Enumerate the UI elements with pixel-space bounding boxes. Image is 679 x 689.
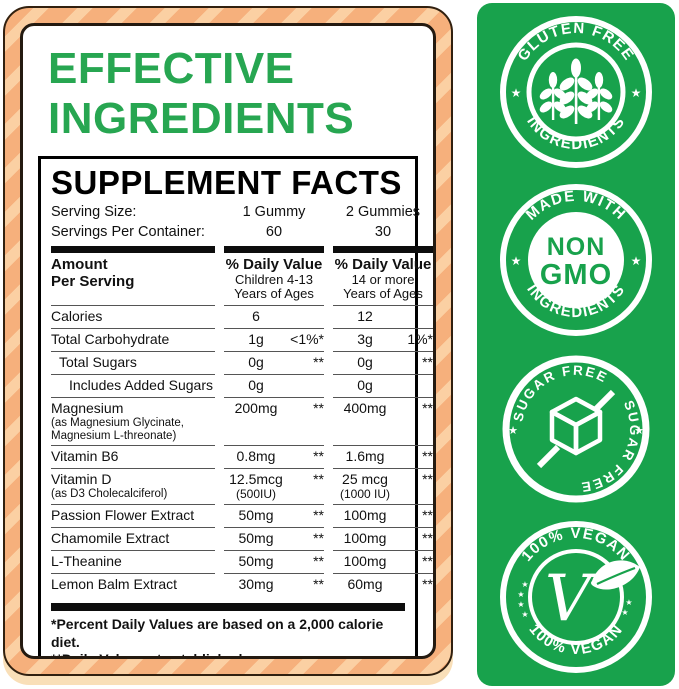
star-cluster-left: ★ ★ ★ ★	[517, 580, 528, 619]
vegan-v-leaf-icon: V	[545, 560, 640, 636]
ingredients-card: EFFECTIVE INGREDIENTS SUPPLEMENT FACTS S…	[3, 6, 453, 676]
svg-text:★: ★	[521, 610, 528, 619]
prohibition-slash-icon	[536, 444, 561, 468]
badge-top-text: GLUTEN FREE	[514, 19, 636, 64]
non-gmo-text-line2: GMO	[540, 259, 612, 291]
table-row-l-theanine: L-Theanine 50mg ** 100mg **	[51, 551, 433, 574]
table-header-row: Amount Per Serving % Daily Value Childre…	[51, 256, 433, 306]
serving-size-col2: 2 Gummies	[345, 204, 421, 220]
svg-text:★: ★	[625, 598, 632, 607]
divider-bar	[224, 246, 324, 253]
star-icon: ★	[631, 86, 642, 100]
svg-text:★: ★	[521, 580, 528, 589]
footnote-not-established: **Daily Value not established.	[51, 651, 247, 659]
divider-bar	[333, 246, 433, 253]
page-title-line1: EFFECTIVE	[48, 44, 295, 93]
non-gmo-badge: MADE WITH INGREDIENTS ★ ★ NON GMO	[500, 184, 652, 337]
prohibition-slash-icon	[591, 389, 616, 413]
wheat-icon	[539, 58, 613, 124]
star-icon: ★	[511, 86, 522, 100]
table-row-chamomile: Chamomile Extract 50mg ** 100mg **	[51, 528, 433, 551]
star-icon: ★	[634, 425, 644, 437]
serving-size-label: Serving Size:	[51, 204, 137, 220]
star-icon: ★	[511, 254, 522, 268]
table-row-vitamin-d: Vitamin D (as D3 Cholecalciferol) 12.5mc…	[51, 469, 433, 505]
servings-per-container-col1: 60	[265, 224, 283, 240]
servings-per-container-row: Servings Per Container: 60 30	[51, 223, 405, 241]
table-footer-bar	[51, 603, 405, 611]
table-row-total-carbohydrate: Total Carbohydrate 1g <1%* 3g 1%*	[51, 329, 433, 352]
svg-text:★: ★	[621, 608, 628, 617]
gluten-free-badge: GLUTEN FREE INGREDIENTS ★ ★	[500, 15, 652, 168]
svg-text:100% VEGAN: 100% VEGAN	[518, 525, 633, 565]
serving-size-col1: 1 Gummy	[242, 204, 306, 220]
supplement-facts-table: SUPPLEMENT FACTS Serving Size: 1 Gummy 2…	[38, 156, 433, 659]
servings-per-container-col2: 30	[374, 224, 392, 240]
table-row-calories: Calories 6 12	[51, 306, 433, 329]
vegan-badge: 100% VEGAN 100% VEGAN ★ ★ ★ ★ ★ ★ V	[500, 521, 652, 674]
non-gmo-seal-icon	[528, 212, 624, 309]
table-row-total-sugars: Total Sugars 0g ** 0g **	[51, 352, 433, 375]
non-gmo-text-line1: NON	[547, 233, 606, 261]
ingredients-card-inner: EFFECTIVE INGREDIENTS SUPPLEMENT FACTS S…	[20, 23, 436, 659]
divider-bar	[51, 246, 215, 253]
sugar-free-badge: SUGAR FREE SUGAR FREE ★ ★	[502, 355, 650, 503]
daily-value-col1-header: % Daily Value Children 4-13 Years of Age…	[224, 256, 324, 306]
table-row-lemon-balm: Lemon Balm Extract 30mg ** 60mg **	[51, 576, 433, 592]
sugar-cube-icon	[549, 396, 603, 456]
amount-per-serving-header: Amount Per Serving	[51, 256, 215, 306]
daily-value-col2-header: % Daily Value 14 or more Years of Ages	[333, 256, 433, 306]
table-row-added-sugars: Includes Added Sugars 0g 0g	[51, 375, 433, 398]
footnote-daily-values: *Percent Daily Values are based on a 2,0…	[51, 616, 384, 650]
page-title: EFFECTIVE INGREDIENTS	[48, 44, 420, 144]
badge-top-text: 100% VEGAN	[518, 525, 632, 565]
table-row-magnesium: Magnesium (as Magnesium Glycinate, Magne…	[51, 398, 433, 446]
badges-panel: GLUTEN FREE INGREDIENTS ★ ★	[477, 3, 675, 686]
svg-text:★: ★	[517, 600, 524, 609]
svg-text:V: V	[545, 562, 597, 636]
table-row-passion-flower: Passion Flower Extract 50mg ** 100mg **	[51, 505, 433, 528]
supplement-facts-heading: SUPPLEMENT FACTS	[51, 164, 402, 201]
svg-text:★: ★	[517, 590, 524, 599]
svg-text:GLUTEN FREE: GLUTEN FREE	[514, 19, 637, 64]
table-row-vitamin-b6: Vitamin B6 0.8mg ** 1.6mg **	[51, 446, 433, 469]
serving-size-row: Serving Size: 1 Gummy 2 Gummies	[51, 203, 420, 221]
star-icon: ★	[508, 425, 518, 437]
table-footnotes: *Percent Daily Values are based on a 2,0…	[51, 616, 405, 659]
servings-per-container-label: Servings Per Container:	[51, 224, 205, 240]
table-divider-bars	[51, 246, 433, 253]
star-icon: ★	[631, 254, 642, 268]
page-title-line2: INGREDIENTS	[48, 94, 355, 143]
star-cluster-right: ★ ★	[621, 598, 632, 617]
